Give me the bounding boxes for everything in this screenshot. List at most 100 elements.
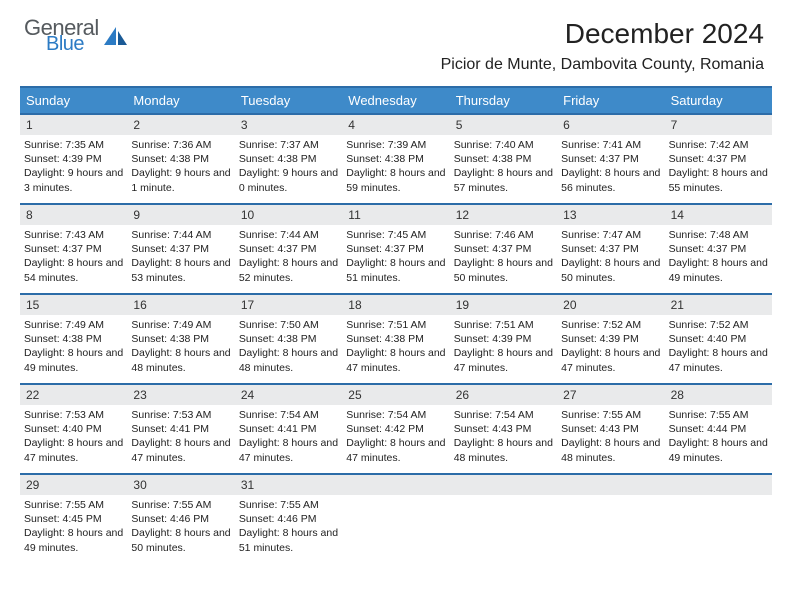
day-cell: 23 Sunrise: 7:53 AMSunset: 4:41 PMDayligh… [127, 385, 234, 473]
day-cell: 6Sunrise: 7:41 AMSunset: 4:37 PMDaylight… [557, 115, 664, 203]
day-info: Sunrise: 7:46 AMSunset: 4:37 PMDaylight:… [450, 225, 557, 287]
day-number: 23 [127, 385, 234, 405]
sunset-text: Sunset: 4:38 PM [346, 332, 445, 346]
day-info: Sunrise: 7:44 AMSunset: 4:37 PMDaylight:… [127, 225, 234, 287]
day-number: 25 [342, 385, 449, 405]
daylight-text: Daylight: 8 hours and 47 minutes. [346, 436, 445, 464]
day-header-fri: Friday [557, 88, 664, 113]
day-cell: 7Sunrise: 7:42 AMSunset: 4:37 PMDaylight… [665, 115, 772, 203]
sunrise-text: Sunrise: 7:47 AM [561, 228, 660, 242]
sunrise-text: Sunrise: 7:37 AM [239, 138, 338, 152]
sunset-text: Sunset: 4:43 PM [561, 422, 660, 436]
sunset-text: Sunset: 4:41 PM [239, 422, 338, 436]
month-title: December 2024 [441, 18, 764, 50]
sunset-text: Sunset: 4:46 PM [131, 512, 230, 526]
day-number: 6 [557, 115, 664, 135]
day-number [557, 475, 664, 495]
daylight-text: Daylight: 8 hours and 47 minutes. [131, 436, 230, 464]
day-info: Sunrise: 7:55 AMSunset: 4:46 PMDaylight:… [127, 495, 234, 557]
sunrise-text: Sunrise: 7:51 AM [346, 318, 445, 332]
sunrise-text: Sunrise: 7:40 AM [454, 138, 553, 152]
day-number: 28 [665, 385, 772, 405]
day-info: Sunrise: 7:49 AMSunset: 4:38 PMDaylight:… [20, 315, 127, 377]
daylight-text: Daylight: 8 hours and 57 minutes. [454, 166, 553, 194]
day-info: Sunrise: 7:37 AMSunset: 4:38 PMDaylight:… [235, 135, 342, 197]
day-number [665, 475, 772, 495]
day-info: Sunrise: 7:53 AMSunset: 4:40 PMDaylight:… [20, 405, 127, 467]
day-number [450, 475, 557, 495]
day-cell: 21Sunrise: 7:52 AMSunset: 4:40 PMDayligh… [665, 295, 772, 383]
sunset-text: Sunset: 4:38 PM [346, 152, 445, 166]
day-cell: 17Sunrise: 7:50 AMSunset: 4:38 PMDayligh… [235, 295, 342, 383]
sunset-text: Sunset: 4:43 PM [454, 422, 553, 436]
daylight-text: Daylight: 8 hours and 56 minutes. [561, 166, 660, 194]
sunset-text: Sunset: 4:38 PM [239, 332, 338, 346]
day-number: 29 [20, 475, 127, 495]
day-number: 22 [20, 385, 127, 405]
week-row: 29Sunrise: 7:55 AMSunset: 4:45 PMDayligh… [20, 473, 772, 563]
logo-word-blue: Blue [46, 35, 99, 54]
daylight-text: Daylight: 8 hours and 49 minutes. [669, 256, 768, 284]
week-row: 15Sunrise: 7:49 AMSunset: 4:38 PMDayligh… [20, 293, 772, 383]
sunset-text: Sunset: 4:38 PM [24, 332, 123, 346]
day-cell: 27Sunrise: 7:55 AMSunset: 4:43 PMDayligh… [557, 385, 664, 473]
day-info: Sunrise: 7:40 AMSunset: 4:38 PMDaylight:… [450, 135, 557, 197]
day-info: Sunrise: 7:42 AMSunset: 4:37 PMDaylight:… [665, 135, 772, 197]
day-info: Sunrise: 7:55 AMSunset: 4:46 PMDaylight:… [235, 495, 342, 557]
day-cell: 8Sunrise: 7:43 AMSunset: 4:37 PMDaylight… [20, 205, 127, 293]
day-header-wed: Wednesday [342, 88, 449, 113]
day-info: Sunrise: 7:49 AMSunset: 4:38 PMDaylight:… [127, 315, 234, 377]
daylight-text: Daylight: 8 hours and 47 minutes. [454, 346, 553, 374]
day-info: Sunrise: 7:39 AMSunset: 4:38 PMDaylight:… [342, 135, 449, 197]
sunrise-text: Sunrise: 7:53 AM [24, 408, 123, 422]
daylight-text: Daylight: 8 hours and 50 minutes. [561, 256, 660, 284]
sunset-text: Sunset: 4:40 PM [24, 422, 123, 436]
daylight-text: Daylight: 8 hours and 52 minutes. [239, 256, 338, 284]
sunset-text: Sunset: 4:38 PM [239, 152, 338, 166]
day-info: Sunrise: 7:55 AMSunset: 4:45 PMDaylight:… [20, 495, 127, 557]
day-cell: 15Sunrise: 7:49 AMSunset: 4:38 PMDayligh… [20, 295, 127, 383]
sunrise-text: Sunrise: 7:53 AM [131, 408, 230, 422]
day-number: 17 [235, 295, 342, 315]
sunset-text: Sunset: 4:39 PM [561, 332, 660, 346]
sunset-text: Sunset: 4:37 PM [561, 152, 660, 166]
sunrise-text: Sunrise: 7:50 AM [239, 318, 338, 332]
sunrise-text: Sunrise: 7:55 AM [131, 498, 230, 512]
day-cell: 13Sunrise: 7:47 AMSunset: 4:37 PMDayligh… [557, 205, 664, 293]
day-number: 4 [342, 115, 449, 135]
day-info: Sunrise: 7:36 AMSunset: 4:38 PMDaylight:… [127, 135, 234, 197]
sunset-text: Sunset: 4:41 PM [131, 422, 230, 436]
day-cell: 24Sunrise: 7:54 AMSunset: 4:41 PMDayligh… [235, 385, 342, 473]
weeks-container: 1Sunrise: 7:35 AMSunset: 4:39 PMDaylight… [20, 113, 772, 563]
sunrise-text: Sunrise: 7:42 AM [669, 138, 768, 152]
day-info: Sunrise: 7:55 AMSunset: 4:44 PMDaylight:… [665, 405, 772, 467]
sunrise-text: Sunrise: 7:36 AM [131, 138, 230, 152]
calendar: Sunday Monday Tuesday Wednesday Thursday… [20, 86, 772, 563]
day-number: 8 [20, 205, 127, 225]
day-number: 24 [235, 385, 342, 405]
daylight-text: Daylight: 9 hours and 3 minutes. [24, 166, 123, 194]
daylight-text: Daylight: 9 hours and 1 minute. [131, 166, 230, 194]
sunrise-text: Sunrise: 7:49 AM [131, 318, 230, 332]
day-number: 26 [450, 385, 557, 405]
daylight-text: Daylight: 8 hours and 49 minutes. [669, 436, 768, 464]
sunrise-text: Sunrise: 7:39 AM [346, 138, 445, 152]
day-number: 31 [235, 475, 342, 495]
logo-text: General Blue [24, 18, 99, 54]
sunset-text: Sunset: 4:37 PM [454, 242, 553, 256]
daylight-text: Daylight: 8 hours and 47 minutes. [24, 436, 123, 464]
daylight-text: Daylight: 8 hours and 51 minutes. [239, 526, 338, 554]
daylight-text: Daylight: 8 hours and 48 minutes. [131, 346, 230, 374]
day-cell: 9Sunrise: 7:44 AMSunset: 4:37 PMDaylight… [127, 205, 234, 293]
sunrise-text: Sunrise: 7:51 AM [454, 318, 553, 332]
daylight-text: Daylight: 8 hours and 59 minutes. [346, 166, 445, 194]
daylight-text: Daylight: 8 hours and 50 minutes. [131, 526, 230, 554]
logo: General Blue [24, 18, 129, 54]
day-info: Sunrise: 7:45 AMSunset: 4:37 PMDaylight:… [342, 225, 449, 287]
week-row: 22Sunrise: 7:53 AMSunset: 4:40 PMDayligh… [20, 383, 772, 473]
sunrise-text: Sunrise: 7:55 AM [239, 498, 338, 512]
day-cell: 5Sunrise: 7:40 AMSunset: 4:38 PMDaylight… [450, 115, 557, 203]
day-cell [557, 475, 664, 563]
daylight-text: Daylight: 8 hours and 55 minutes. [669, 166, 768, 194]
sunrise-text: Sunrise: 7:52 AM [669, 318, 768, 332]
